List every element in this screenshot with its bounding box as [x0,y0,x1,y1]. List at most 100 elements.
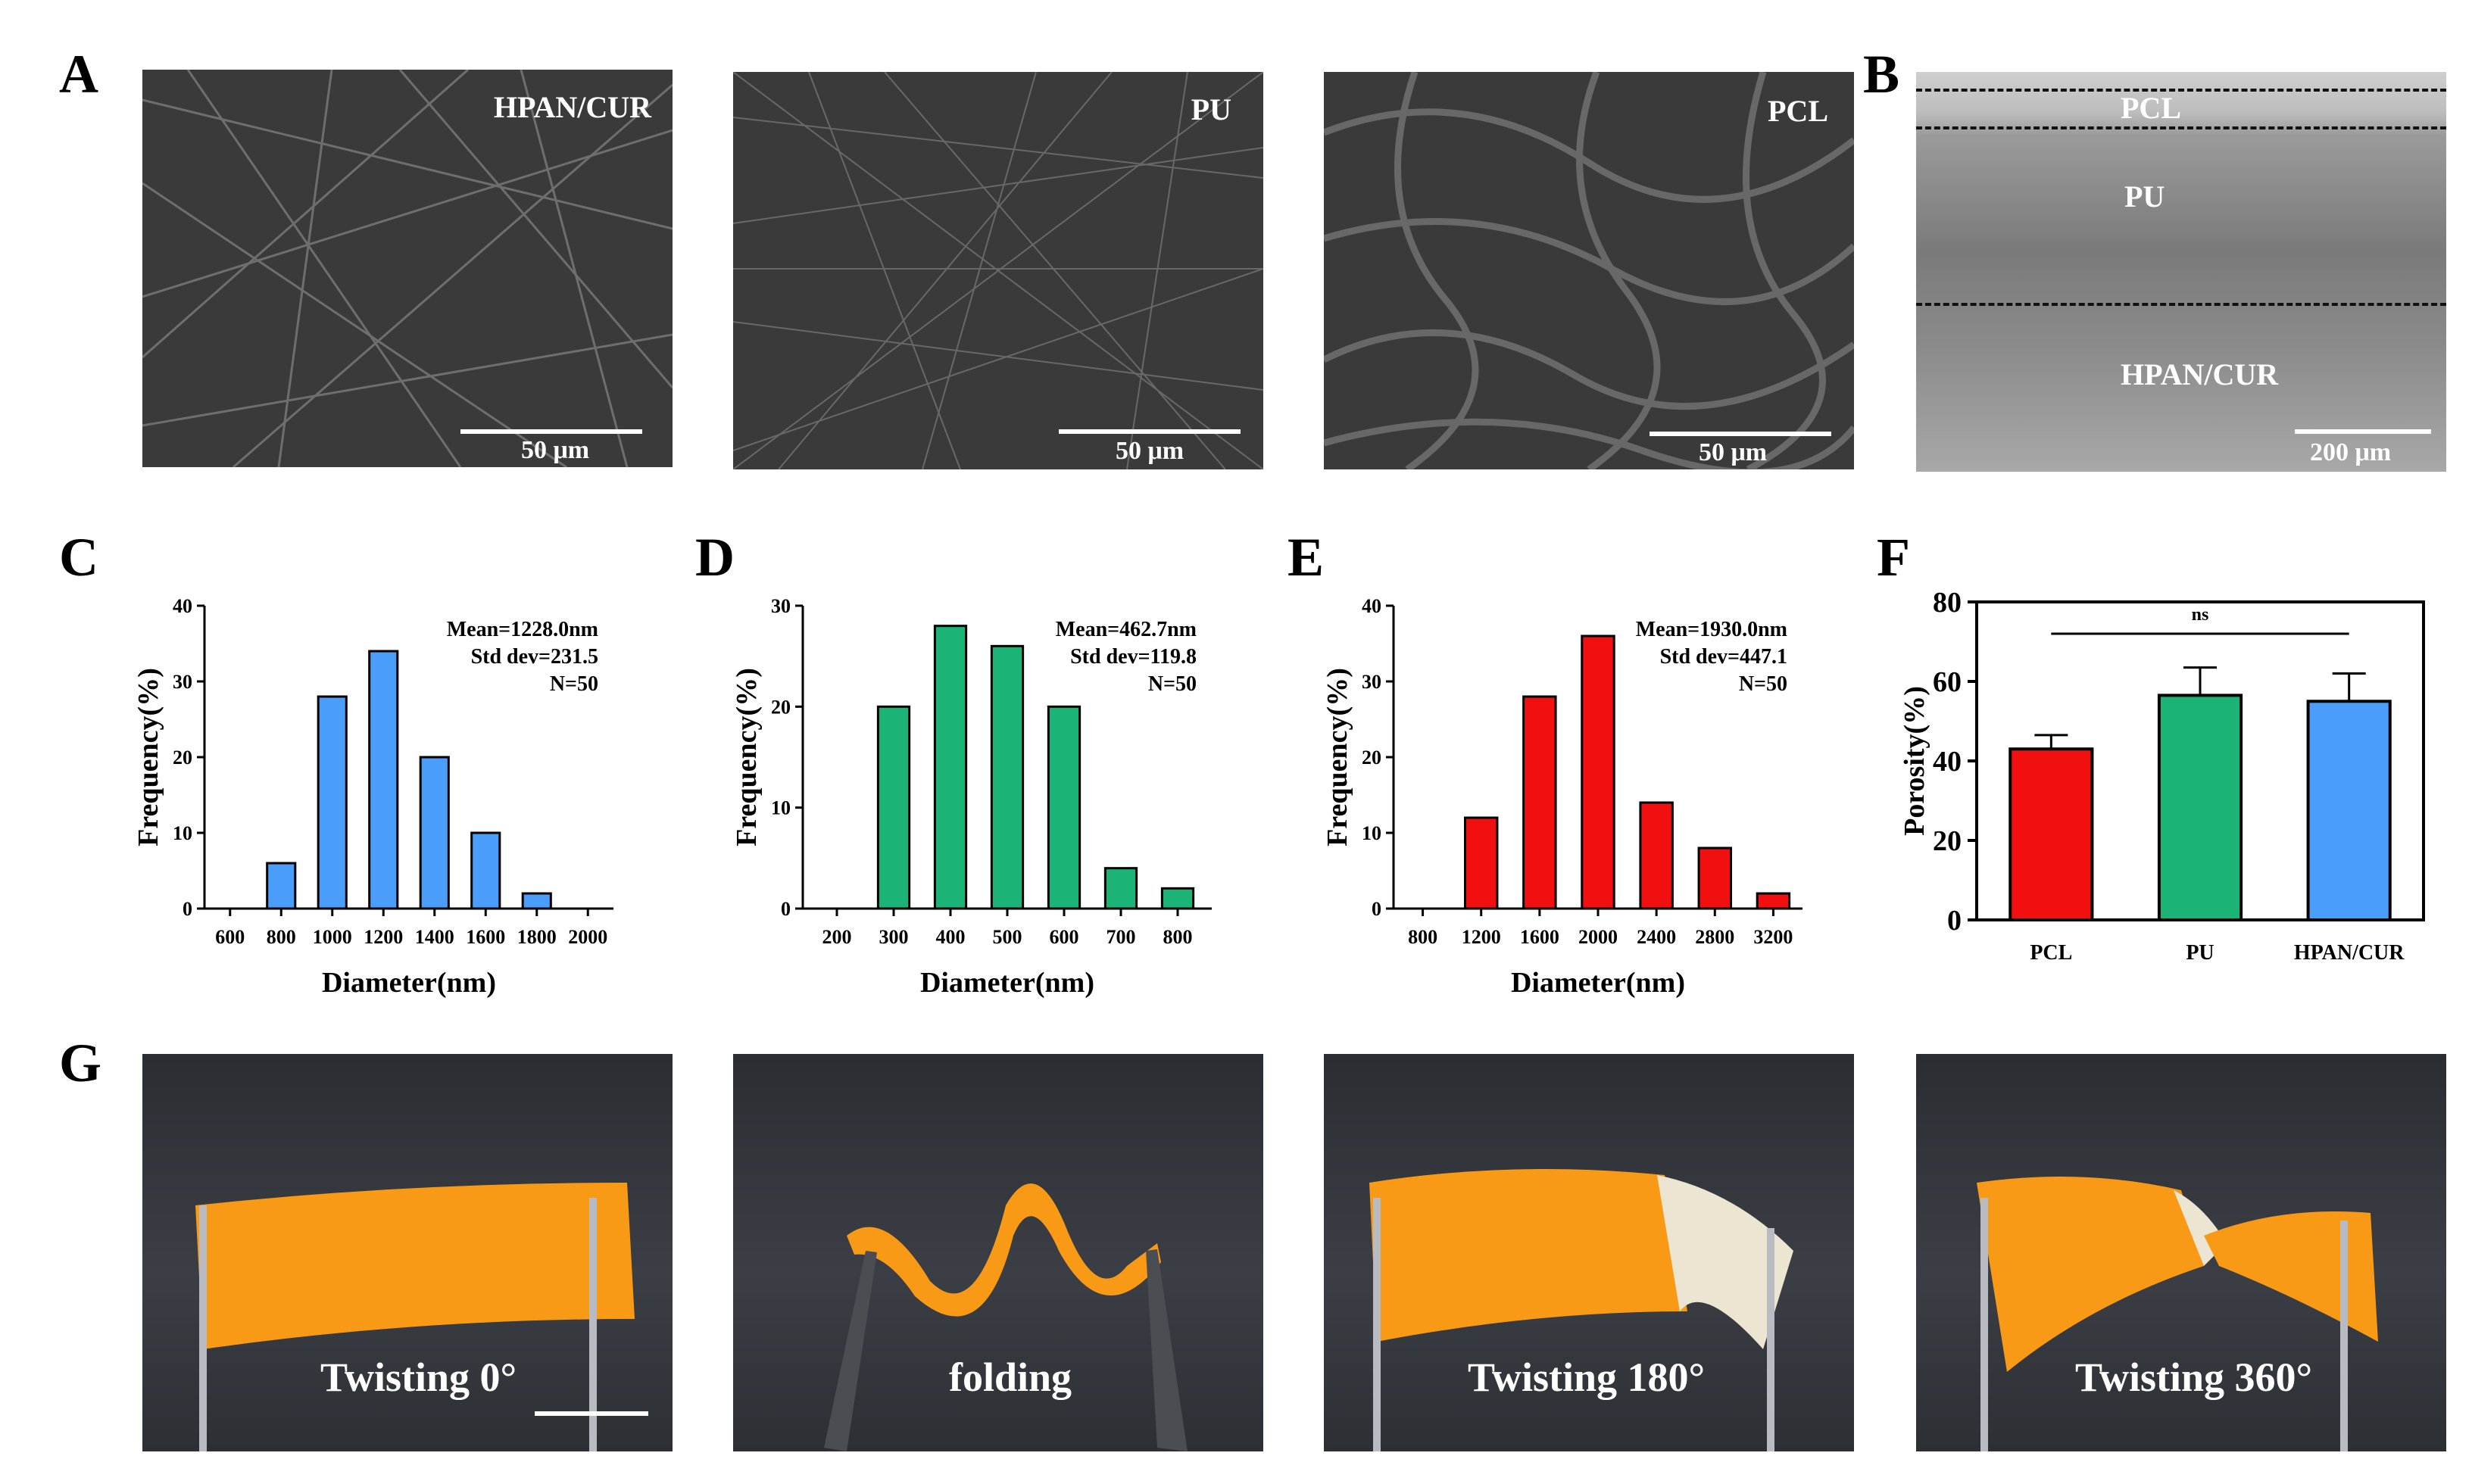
stats-label: Std dev=119.8 [1070,645,1197,669]
y-tick-label: 0 [1372,898,1381,920]
layer-label-hpan-cur: HPAN/CUR [2121,357,2279,391]
sem-image-pcl: PCL 50 μm [1324,72,1854,469]
layer-boundary-line [1916,303,2446,306]
photo-twisting-0: Twisting 0° [142,1054,673,1451]
membrane-illustration [824,1183,1188,1451]
photo-twisting-360: Twisting 360° [1916,1054,2446,1451]
x-tick-label: 2000 [1578,926,1618,948]
scale-label: 200 μm [2310,438,2392,466]
scale-bar [2295,429,2431,434]
x-axis-title: Diameter(nm) [1511,967,1685,999]
caption-folding: folding [949,1355,1072,1400]
porosity-chart-f: PCL PU HPAN/CUR 0 20 40 60 80 ns Porosity(%) [1899,587,2425,965]
bar [1047,705,1082,910]
panel-label-d: D [695,527,735,588]
sem-label-pu: PU [1191,92,1231,126]
x-tick-label: PU [2186,941,2214,965]
y-tick-label: 10 [771,797,791,819]
x-tick-label: 400 [936,926,966,948]
bar [419,756,450,910]
stats-label: Std dev=231.5 [471,645,598,669]
scale-bar [535,1411,648,1416]
panel-label-g: G [59,1033,102,1093]
fiber-texture-a1 [142,70,673,467]
bar [1639,801,1674,910]
y-tick-label: 60 [1933,666,1962,698]
x-tick-label: 200 [822,926,852,948]
y-tick-label: 40 [1362,595,1381,617]
bar [266,862,297,910]
x-tick-label: 1400 [415,926,454,948]
x-tick-label: 3200 [1753,926,1793,948]
y-tick-label: 30 [771,595,791,617]
x-tick-label: 800 [1408,926,1437,948]
scale-label: 50 μm [1116,437,1184,465]
x-tick-label: 600 [215,926,245,948]
x-tick-label: 2400 [1637,926,1676,948]
y-tick-label: 10 [1362,822,1381,844]
stats-label: Mean=1930.0nm [1636,618,1787,641]
histogram-c: 0 10 20 30 40 600 800 1000 1200 1400 1600 1800 2000 D… [133,595,613,999]
sem-cross-section: PCL PU HPAN/CUR 200 μm [1916,72,2446,472]
stats-label: Mean=462.7nm [1056,618,1197,641]
y-tick-label: 0 [781,898,791,920]
x-tick-label: 600 [1050,926,1079,948]
y-tick-label: 20 [771,696,791,718]
membrane-illustration [195,1183,635,1451]
x-tick-label: 1000 [313,926,352,948]
stats-label: N=50 [1148,672,1197,696]
bar [876,705,911,910]
y-tick-label: 0 [183,898,192,920]
x-tick-label: 2800 [1695,926,1734,948]
caption-twisting-360: Twisting 360° [2075,1355,2313,1400]
x-tick-label: 2000 [568,926,607,948]
x-tick-label: 1200 [1462,926,1501,948]
scale-bar [1650,432,1831,436]
y-tick-label: 10 [173,822,192,844]
y-axis-title: Porosity(%) [1899,686,1930,836]
photo-folding: folding [733,1054,1263,1451]
significance-label: ns [2192,605,2209,625]
panel-label-e: E [1288,527,1325,588]
y-tick-label: 20 [1933,825,1962,857]
y-axis-title: Frequency(%) [133,668,164,846]
y-tick-label: 20 [1362,747,1381,768]
bar [2157,694,2243,921]
y-tick-label: 40 [173,595,192,617]
y-tick-label: 0 [1947,905,1962,937]
bar [990,644,1025,910]
layer-label-pu: PU [2124,179,2165,214]
histogram-d: 0 10 20 30 200 300 400 500 600 700 800 Diameter(nm)… [731,595,1212,999]
caption-twisting-180: Twisting 180° [1468,1355,1706,1400]
bar [521,892,552,910]
bar [317,695,348,910]
x-tick-label: 1600 [1520,926,1559,948]
fiber-texture-a3 [1324,72,1854,469]
membrane-illustration [1977,1177,2378,1451]
bar [2008,747,2094,921]
x-tick-label: HPAN/CUR [2294,941,2405,965]
y-tick-label: 20 [173,747,192,768]
scale-label: 50 μm [521,436,590,464]
sem-label-pcl: PCL [1768,94,1828,128]
y-tick-label: 30 [1362,671,1381,693]
bar [1581,634,1615,910]
x-axis-title: Diameter(nm) [322,967,496,999]
bar [1522,695,1557,910]
x-tick-label: 800 [267,926,296,948]
bar [1756,892,1791,910]
stats-label: Std dev=447.1 [1660,645,1787,669]
x-tick-label: 800 [1163,926,1193,948]
caption-twisting-0: Twisting 0° [320,1355,517,1400]
scale-bar [460,429,642,434]
sem-image-pu: PU 50 μm [733,72,1263,469]
x-tick-label: 700 [1106,926,1136,948]
bar [1103,867,1138,910]
bar [368,650,399,910]
photo-twisting-180: Twisting 180° [1324,1054,1854,1451]
panel-label-c: C [59,527,98,588]
membrane-illustration [1369,1169,1793,1451]
x-tick-label: 1800 [517,926,557,948]
layer-boundary-line [1916,126,2446,129]
